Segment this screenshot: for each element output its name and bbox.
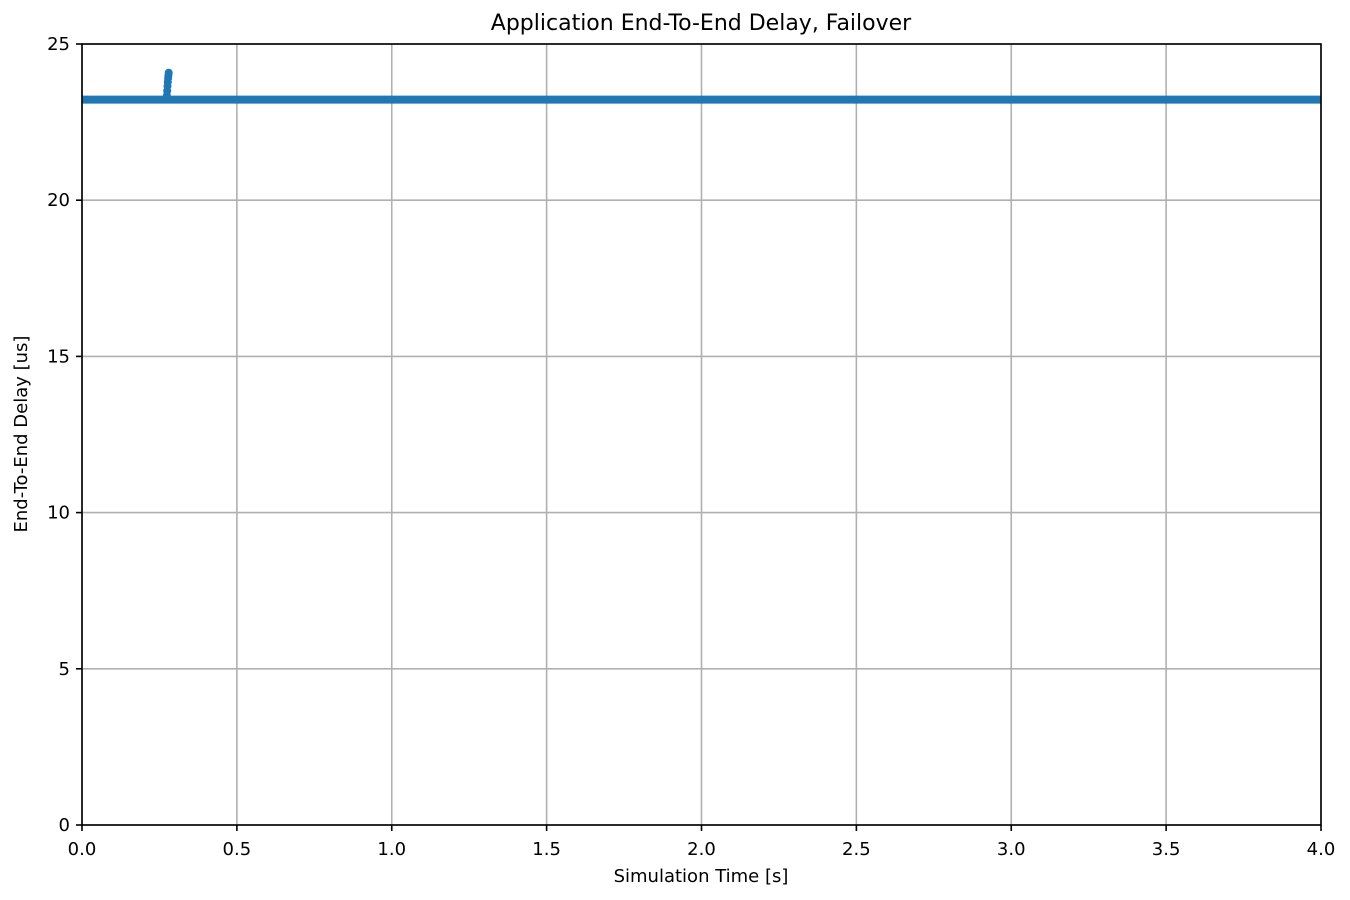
y-tick-label: 0: [59, 815, 70, 836]
x-axis-label: Simulation Time [s]: [614, 866, 789, 887]
y-tick-label: 10: [47, 503, 70, 524]
x-tick-label: 0.5: [223, 839, 252, 860]
x-tick-label: 3.0: [997, 839, 1026, 860]
data-point: [164, 68, 173, 77]
x-tick-label: 1.0: [377, 839, 406, 860]
data-series: [82, 68, 1321, 104]
chart-title: Application End-To-End Delay, Failover: [491, 11, 912, 36]
y-axis-ticks: 0 5 10 15 20 25: [47, 34, 82, 836]
x-axis-ticks: 0.0 0.5 1.0 1.5 2.0 2.5 3.0 3.5 4.0: [68, 825, 1336, 860]
y-tick-label: 25: [47, 34, 70, 55]
y-tick-label: 15: [47, 346, 70, 367]
x-tick-label: 0.0: [68, 839, 97, 860]
y-tick-label: 20: [47, 190, 70, 211]
x-tick-label: 4.0: [1307, 839, 1336, 860]
y-axis-label: End-To-End Delay [us]: [11, 336, 32, 533]
x-tick-label: 2.0: [687, 839, 716, 860]
y-tick-label: 5: [59, 659, 70, 680]
x-tick-label: 1.5: [532, 839, 561, 860]
x-tick-label: 2.5: [842, 839, 871, 860]
x-tick-label: 3.5: [1152, 839, 1181, 860]
